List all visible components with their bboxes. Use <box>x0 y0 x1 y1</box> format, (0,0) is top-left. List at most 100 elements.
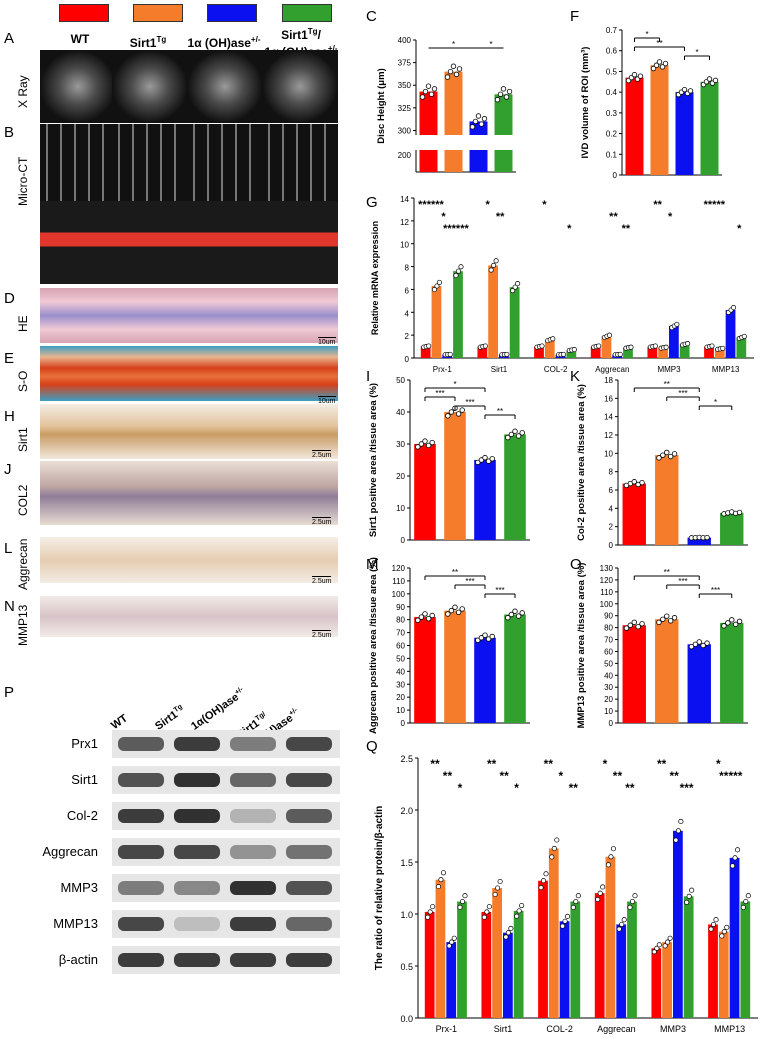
data-point <box>635 481 641 488</box>
y-tick-label: 70 <box>604 636 613 645</box>
y-tick-label: 0.6 <box>606 47 618 56</box>
data-point <box>706 344 713 350</box>
panel-label-e: E <box>4 350 15 367</box>
data-point <box>489 633 495 640</box>
data-point <box>656 619 662 626</box>
bar <box>725 310 736 358</box>
image-xray-col4 <box>262 50 338 123</box>
data-point <box>508 925 514 932</box>
image-microct1-col4 <box>262 124 338 201</box>
y-tick-label: 400 <box>398 36 412 45</box>
y-tick-label: 300 <box>398 126 412 135</box>
sig-label: ** <box>496 211 505 223</box>
image-ihc-col2-col4 <box>262 461 338 525</box>
y-tick-label: 0 <box>401 719 406 728</box>
data-point <box>732 621 739 628</box>
y-tick-label: 110 <box>392 577 405 586</box>
bar <box>622 483 646 545</box>
data-point <box>430 904 436 910</box>
y-tick-label: 2 <box>405 332 410 341</box>
data-point <box>436 279 443 285</box>
data-point <box>569 347 575 353</box>
data-point <box>422 611 428 617</box>
data-point <box>545 338 551 344</box>
data-point <box>660 616 666 622</box>
data-point <box>448 409 455 415</box>
data-point <box>425 83 432 89</box>
data-point <box>482 454 488 461</box>
bar-lower <box>419 150 438 172</box>
data-point <box>671 451 678 457</box>
y-tick-label: 0 <box>609 541 614 550</box>
y-tick-label: 14 <box>604 413 613 422</box>
bar <box>555 354 566 358</box>
x-tick-label: Aggrecan <box>595 365 629 374</box>
blot-row-5 <box>112 910 340 938</box>
x-tick-label: COL-2 <box>544 365 568 374</box>
data-point <box>427 909 433 915</box>
bar-lower <box>444 150 463 172</box>
bar <box>513 910 524 1018</box>
legend-swatch-sirt1tg <box>133 4 183 22</box>
data-point <box>704 344 710 350</box>
data-point <box>627 622 634 628</box>
data-point <box>703 79 710 85</box>
data-point <box>571 347 577 353</box>
sig-label: ** <box>669 769 679 783</box>
data-point <box>715 346 721 352</box>
data-point <box>480 344 486 350</box>
data-point <box>615 352 621 358</box>
blot-band <box>286 773 332 787</box>
data-point <box>721 623 727 629</box>
data-point <box>562 918 568 924</box>
y-tick-label: 4 <box>609 504 614 513</box>
data-point <box>637 73 644 79</box>
sig-label: ** <box>497 407 503 416</box>
sig-label: * <box>453 380 456 389</box>
bar <box>651 948 662 1018</box>
bar <box>650 65 669 175</box>
sig-label: ** <box>487 757 497 771</box>
bar-upper <box>444 71 463 135</box>
data-point <box>600 884 606 890</box>
scale-bar-col2: 2.5um <box>312 517 332 526</box>
y-tick-label: 14 <box>400 195 409 204</box>
bar <box>622 625 646 723</box>
x-tick-label: MMP13 <box>714 1024 745 1034</box>
blot-band <box>230 953 276 967</box>
data-point <box>664 613 670 619</box>
bar <box>420 346 431 358</box>
image-ihc-mmp13-col3 <box>187 596 263 637</box>
data-point <box>704 640 710 646</box>
panel-label-b: B <box>4 124 15 141</box>
panel-label-g: G <box>366 194 378 211</box>
sig-label: ** <box>625 781 635 795</box>
data-point <box>667 453 674 460</box>
y-tick-label: 30 <box>604 683 613 692</box>
data-point <box>745 893 751 899</box>
data-point <box>740 904 746 910</box>
bar-lower <box>469 150 488 172</box>
image-xray-col1 <box>40 50 116 123</box>
data-point <box>492 891 498 898</box>
y-tick-label: 6 <box>609 486 614 495</box>
data-point <box>428 91 435 97</box>
data-point <box>435 884 442 890</box>
bar <box>601 336 612 358</box>
sig-label: * <box>668 211 673 223</box>
blot-row-0 <box>112 730 340 758</box>
bar <box>446 942 457 1018</box>
data-point <box>610 846 617 852</box>
data-point <box>418 441 425 447</box>
data-point <box>425 615 432 622</box>
bar <box>424 911 435 1018</box>
data-point <box>734 847 741 853</box>
data-point <box>662 943 668 949</box>
data-point <box>475 637 481 644</box>
data-point <box>721 929 727 935</box>
bar <box>544 339 555 358</box>
data-point <box>688 535 695 541</box>
row-label-xray: X Ray <box>16 75 30 108</box>
data-point <box>455 609 462 616</box>
bar <box>457 901 467 1018</box>
